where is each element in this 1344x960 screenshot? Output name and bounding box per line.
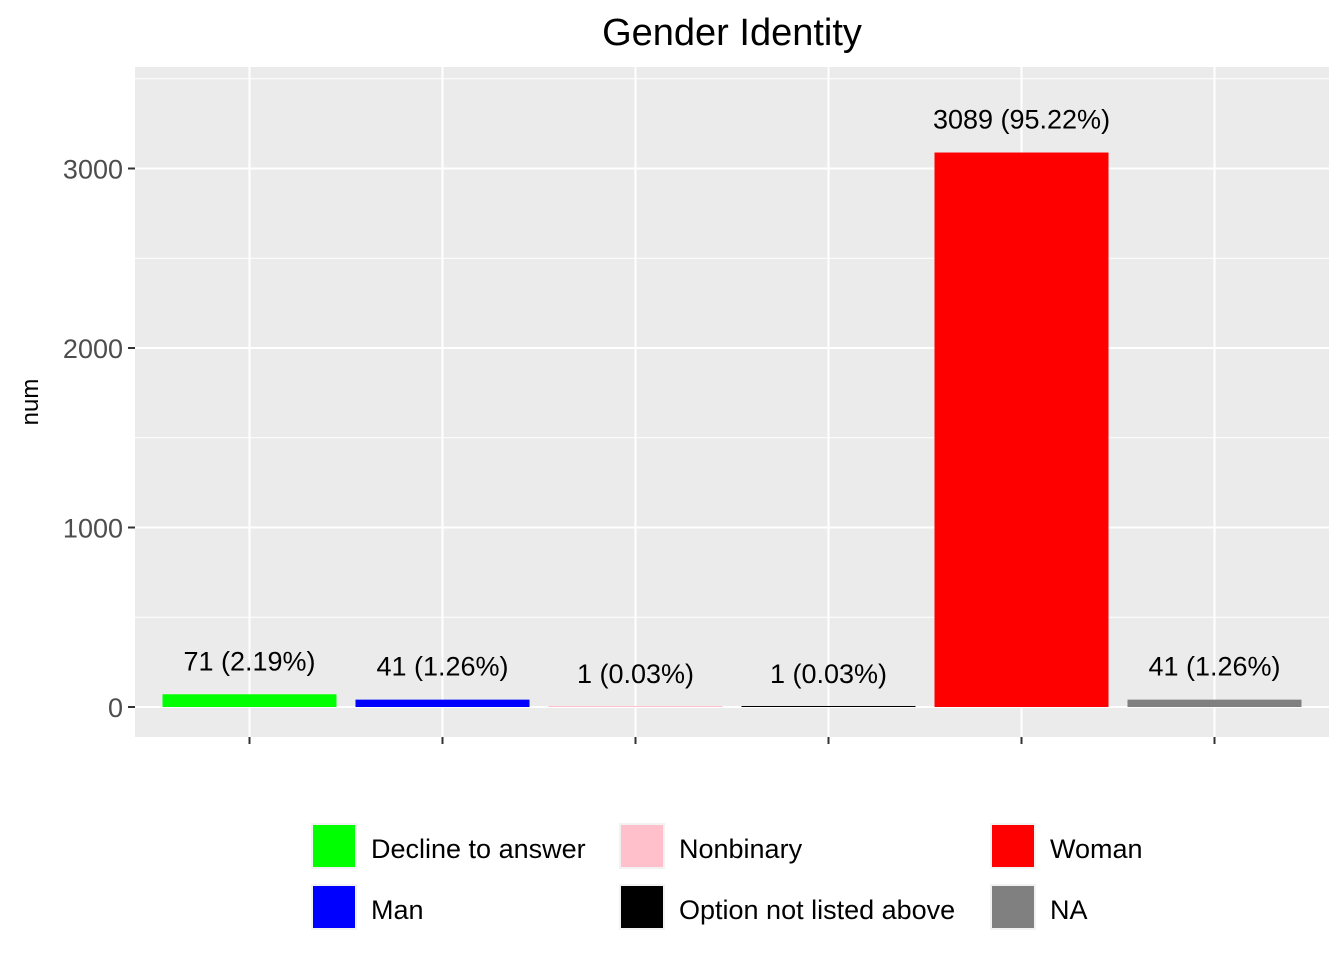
bars <box>162 152 1302 707</box>
legend-label: Decline to answer <box>371 834 586 864</box>
legend-swatch <box>313 886 355 928</box>
legend-label: Man <box>371 895 424 925</box>
data-labels: 71 (2.19%) 41 (1.26%) 1 (0.03%) 1 (0.03%) 30… <box>183 105 1280 689</box>
bar <box>1127 699 1302 707</box>
data-label: 71 (2.19%) <box>183 646 315 676</box>
legend-label: Woman <box>1050 834 1143 864</box>
plot-panel <box>135 67 1329 737</box>
legend-swatch <box>992 825 1034 867</box>
data-label: 1 (0.03%) <box>770 659 887 689</box>
y-tick-label: 0 <box>108 693 123 723</box>
bar <box>162 694 337 707</box>
legend-swatch <box>621 886 663 928</box>
data-label: 1 (0.03%) <box>577 659 694 689</box>
legend-swatch <box>313 825 355 867</box>
y-tick-label: 1000 <box>63 514 123 544</box>
data-label: 41 (1.26%) <box>376 652 508 682</box>
data-label: 3089 (95.22%) <box>933 105 1110 135</box>
x-axis <box>248 737 1216 744</box>
y-tick-label: 3000 <box>63 155 123 185</box>
bar <box>548 706 723 707</box>
bar <box>934 152 1109 707</box>
bar <box>741 706 916 707</box>
legend-label: Nonbinary <box>679 834 803 864</box>
legend: Decline to answer Man Nonbinary Option not … <box>311 823 1143 930</box>
y-axis-label: num <box>17 379 44 426</box>
legend-label: NA <box>1050 895 1088 925</box>
legend-swatch <box>992 886 1034 928</box>
y-tick-label: 2000 <box>63 334 123 364</box>
y-axis: 0 1000 2000 3000 <box>63 155 135 723</box>
legend-label: Option not listed above <box>679 895 955 925</box>
data-label: 41 (1.26%) <box>1148 652 1280 682</box>
bar <box>355 699 530 707</box>
legend-swatch <box>621 825 663 867</box>
chart-title: Gender Identity <box>602 12 862 54</box>
